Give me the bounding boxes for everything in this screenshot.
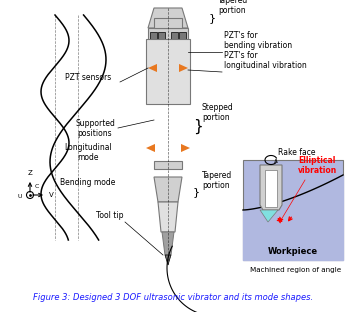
- Bar: [160, 80, 176, 88]
- Text: Machined region of angle: Machined region of angle: [250, 267, 341, 273]
- Polygon shape: [265, 170, 277, 207]
- Polygon shape: [148, 64, 157, 72]
- Polygon shape: [179, 64, 188, 72]
- Text: U: U: [17, 193, 22, 198]
- Bar: [154, 161, 182, 169]
- Text: PZT's for
bending vibration: PZT's for bending vibration: [224, 31, 292, 50]
- Bar: [171, 32, 178, 60]
- Polygon shape: [158, 202, 178, 232]
- Bar: [154, 88, 182, 96]
- Polygon shape: [162, 232, 174, 255]
- Text: C: C: [35, 184, 39, 189]
- Text: PZT's for
longitudinal vibration: PZT's for longitudinal vibration: [224, 51, 307, 70]
- Text: Longitudinal
mode: Longitudinal mode: [64, 143, 112, 162]
- Polygon shape: [260, 165, 282, 210]
- Text: Elliptical
vibration: Elliptical vibration: [298, 156, 337, 175]
- Text: PZT sensors: PZT sensors: [65, 72, 111, 81]
- Bar: [154, 18, 182, 28]
- Polygon shape: [146, 144, 155, 152]
- Polygon shape: [181, 144, 190, 152]
- Polygon shape: [260, 210, 278, 222]
- Polygon shape: [165, 255, 171, 265]
- Text: Rake face: Rake face: [278, 148, 315, 157]
- Text: }: }: [193, 187, 200, 197]
- Text: Tapered
portion: Tapered portion: [202, 171, 232, 190]
- Polygon shape: [148, 8, 188, 28]
- Bar: [152, 60, 184, 68]
- Bar: [150, 32, 157, 60]
- Polygon shape: [154, 177, 182, 202]
- Bar: [148, 28, 188, 68]
- Text: Stepped
portion: Stepped portion: [202, 103, 234, 122]
- Text: Tapered
portion: Tapered portion: [218, 0, 248, 15]
- Text: }: }: [193, 118, 203, 134]
- Bar: [179, 32, 186, 60]
- Bar: [243, 160, 343, 260]
- Text: Figure 3: Designed 3 DOF ultrasonic vibrator and its mode shapes.: Figure 3: Designed 3 DOF ultrasonic vibr…: [33, 293, 313, 302]
- Text: Tool tip: Tool tip: [96, 211, 124, 220]
- Bar: [146, 39, 190, 104]
- Text: }: }: [209, 13, 216, 23]
- Text: Z: Z: [27, 170, 32, 176]
- Bar: [158, 32, 165, 60]
- Text: Workpiece: Workpiece: [268, 247, 318, 256]
- Text: Bending mode: Bending mode: [60, 178, 116, 187]
- Text: V: V: [49, 192, 54, 198]
- Text: Supported
positions: Supported positions: [75, 119, 115, 138]
